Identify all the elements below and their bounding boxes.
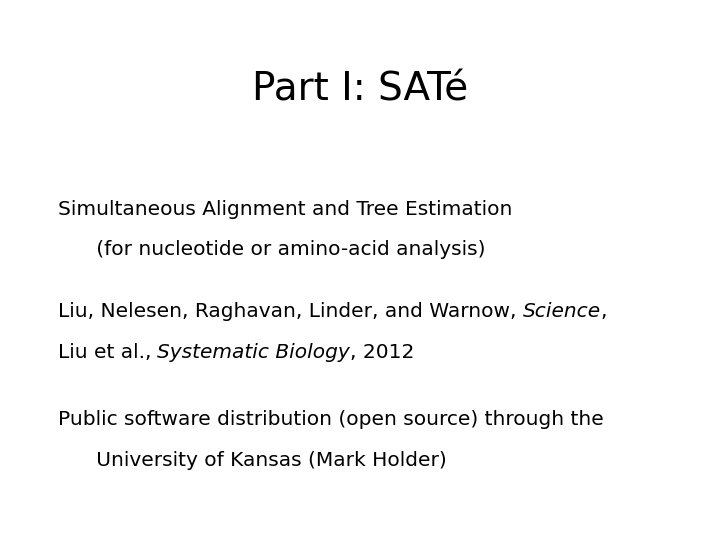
- Text: Public software distribution (open source) through the: Public software distribution (open sourc…: [58, 410, 603, 429]
- Text: Simultaneous Alignment and Tree Estimation: Simultaneous Alignment and Tree Estimati…: [58, 200, 512, 219]
- Text: Liu, Nelesen, Raghavan, Linder, and Warnow,: Liu, Nelesen, Raghavan, Linder, and Warn…: [58, 302, 523, 321]
- Text: Science: Science: [523, 302, 600, 321]
- Text: , 2012: , 2012: [350, 343, 415, 362]
- Text: Liu et al.,: Liu et al.,: [58, 343, 158, 362]
- Text: Systematic Biology: Systematic Biology: [158, 343, 350, 362]
- Text: (for nucleotide or amino-acid analysis): (for nucleotide or amino-acid analysis): [58, 240, 485, 259]
- Text: University of Kansas (Mark Holder): University of Kansas (Mark Holder): [58, 451, 446, 470]
- Text: ,: ,: [600, 302, 607, 321]
- Text: Part I: SATé: Part I: SATé: [252, 70, 468, 108]
